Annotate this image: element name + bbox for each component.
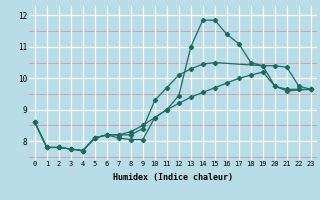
X-axis label: Humidex (Indice chaleur): Humidex (Indice chaleur)	[113, 173, 233, 182]
